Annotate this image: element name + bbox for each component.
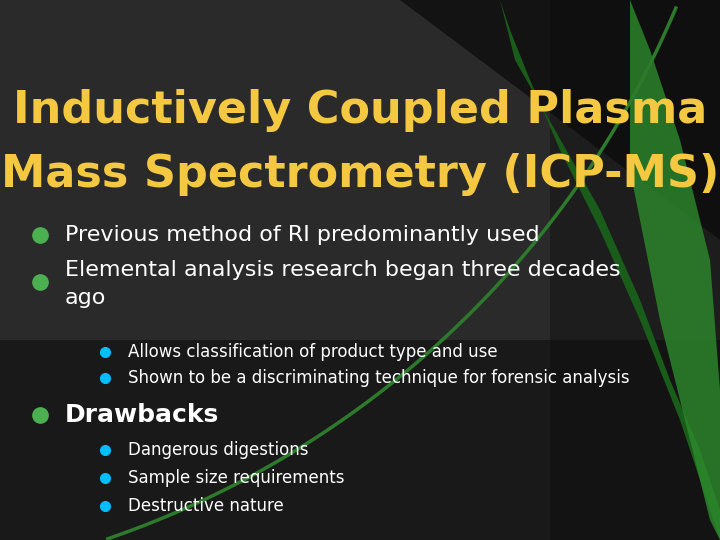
Text: Elemental analysis research began three decades: Elemental analysis research began three … xyxy=(65,260,621,280)
Text: Mass Spectrometry (ICP-MS): Mass Spectrometry (ICP-MS) xyxy=(1,153,719,197)
Polygon shape xyxy=(400,0,720,240)
Polygon shape xyxy=(0,340,720,540)
Polygon shape xyxy=(500,0,720,540)
Text: Inductively Coupled Plasma: Inductively Coupled Plasma xyxy=(13,89,707,132)
Polygon shape xyxy=(630,0,720,540)
Text: Dangerous digestions: Dangerous digestions xyxy=(128,441,308,459)
Text: Drawbacks: Drawbacks xyxy=(65,403,220,427)
Text: Previous method of RI predominantly used: Previous method of RI predominantly used xyxy=(65,225,539,245)
Polygon shape xyxy=(550,0,720,540)
Text: ago: ago xyxy=(65,288,107,308)
Text: Shown to be a discriminating technique for forensic analysis: Shown to be a discriminating technique f… xyxy=(128,369,629,387)
Text: Sample size requirements: Sample size requirements xyxy=(128,469,344,487)
Text: Allows classification of product type and use: Allows classification of product type an… xyxy=(128,343,498,361)
Text: Destructive nature: Destructive nature xyxy=(128,497,284,515)
